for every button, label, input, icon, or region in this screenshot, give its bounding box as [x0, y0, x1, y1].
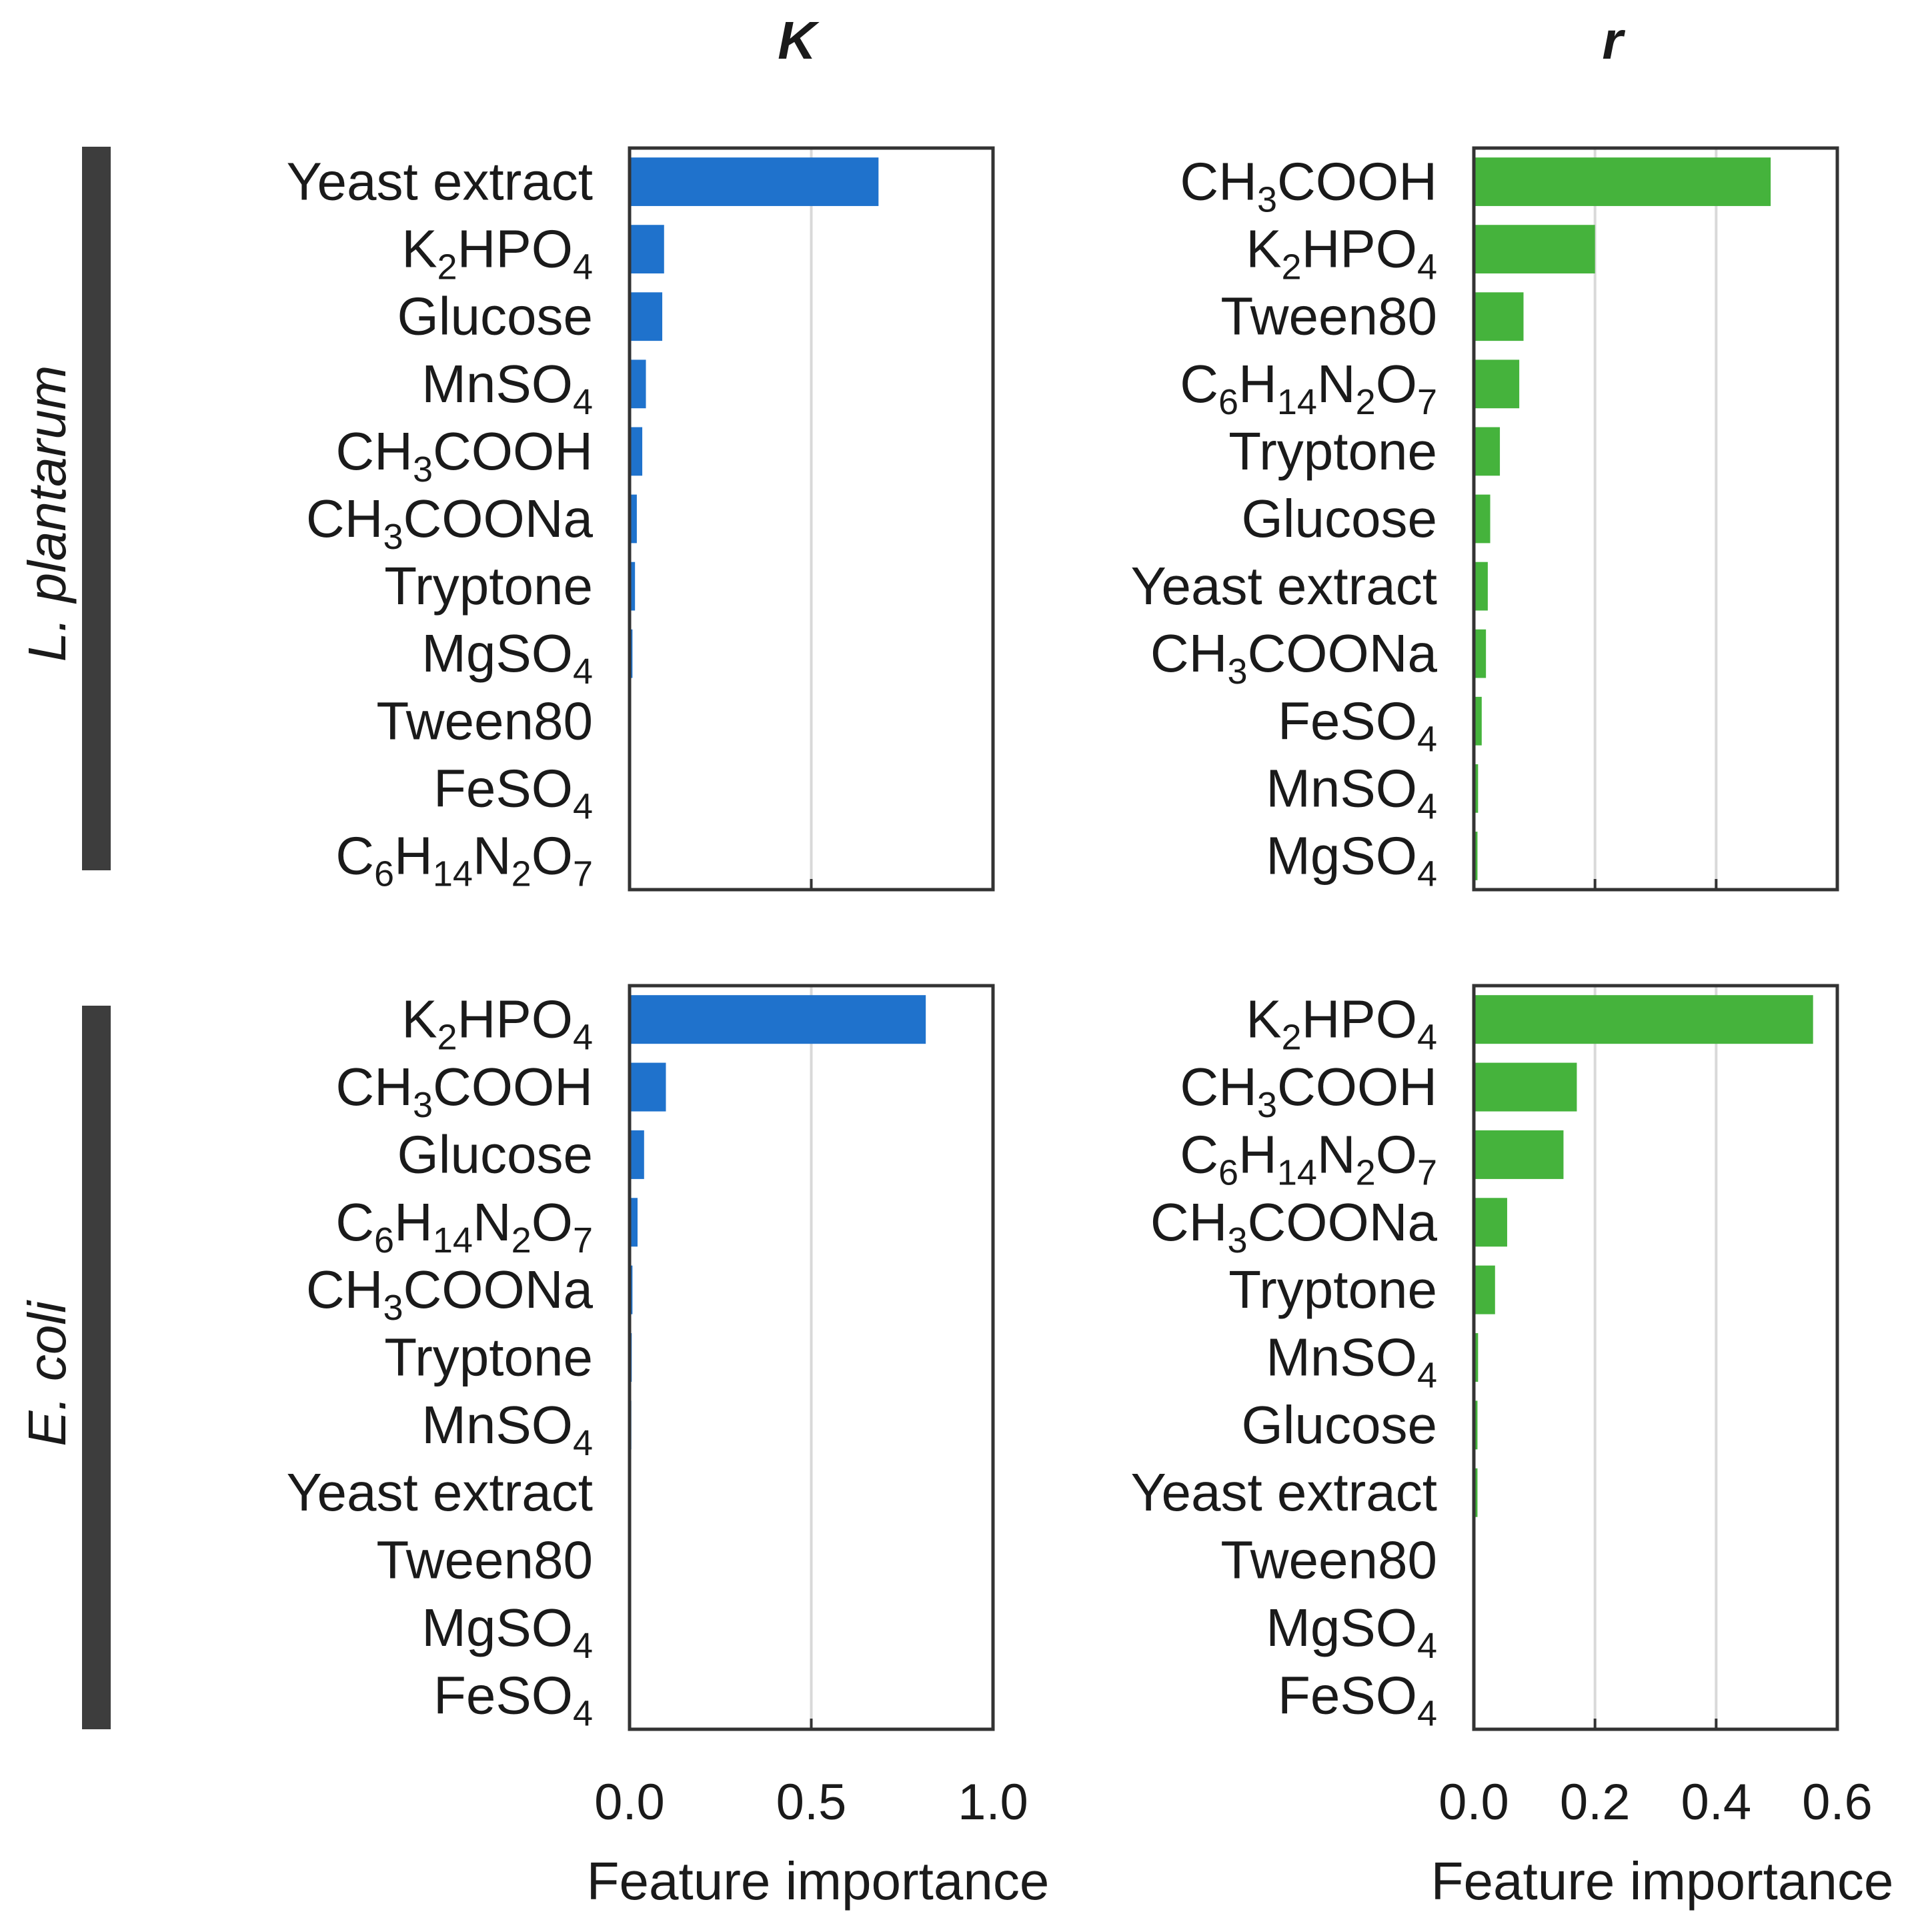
category-label-tween80: Tween80 [1220, 287, 1437, 346]
bar-c6h14n2o7 [1474, 359, 1520, 409]
bar-feso4 [1474, 696, 1482, 746]
category-label-feso4: FeSO4 [433, 1665, 593, 1733]
category-label-glucose: Glucose [397, 287, 593, 346]
category-label-feso4: FeSO4 [433, 758, 593, 826]
category-label-tween80: Tween80 [1220, 1531, 1437, 1590]
category-label-tryptone: Tryptone [384, 556, 593, 616]
category-label-k2hpo4: K2HPO4 [1246, 990, 1437, 1058]
category-label-c6h14n2o7: C6H14N2O7 [335, 1192, 593, 1260]
bar-k2hpo4 [630, 225, 664, 274]
x-axis-label: Feature importance [587, 1851, 1050, 1911]
category-label-yeast-extract: Yeast extract [286, 152, 593, 211]
column-title-k: K [778, 11, 820, 70]
bar-glucose [630, 1130, 644, 1179]
bar-k2hpo4 [1474, 225, 1595, 274]
bar-ch3cooh [630, 1062, 666, 1112]
bar-k2hpo4 [1474, 995, 1813, 1044]
tick-label: 0.6 [1802, 1774, 1873, 1831]
tick-label: 0.0 [1438, 1774, 1509, 1831]
bar-c6h14n2o7 [630, 1198, 638, 1247]
x-axis-label: Feature importance [1431, 1851, 1894, 1911]
bar-tryptone [1474, 427, 1501, 476]
row-bar-e-coli [82, 1006, 111, 1729]
category-label-ch3cooh: CH3COOH [1180, 152, 1437, 220]
category-label-feso4: FeSO4 [1278, 691, 1437, 759]
bar-c6h14n2o7 [1474, 1130, 1564, 1179]
bar-tryptone [1474, 1265, 1495, 1314]
category-label-k2hpo4: K2HPO4 [401, 990, 593, 1058]
bar-glucose [630, 292, 663, 341]
bar-mnso4 [1474, 764, 1479, 813]
bar-mgso4 [1474, 832, 1478, 880]
bar-tryptone [630, 562, 636, 611]
row-bar-l-plantarum [82, 147, 111, 870]
bar-yeast-extract [1474, 1468, 1478, 1517]
plot-frame [1472, 984, 1839, 1731]
category-label-ch3coona: CH3COONa [306, 489, 594, 557]
bar-glucose [1474, 494, 1491, 544]
category-label-yeast-extract: Yeast extract [1130, 556, 1437, 616]
category-label-mnso4: MnSO4 [421, 1395, 593, 1463]
row-label-e-coli: E. coli [17, 1300, 77, 1447]
category-label-c6h14n2o7: C6H14N2O7 [1180, 1124, 1437, 1192]
category-label-ch3cooh: CH3COOH [335, 421, 593, 490]
category-label-k2hpo4: K2HPO4 [401, 219, 593, 287]
bar-ch3cooh [630, 427, 643, 476]
column-title-r: r [1602, 11, 1625, 70]
tick-label: 0.4 [1681, 1774, 1752, 1831]
tick-label: 0.2 [1560, 1774, 1631, 1831]
tick-label: 1.0 [958, 1774, 1028, 1831]
row-label-l-plantarum: L. plantarum [17, 365, 77, 662]
category-label-mnso4: MnSO4 [421, 354, 593, 422]
category-label-ch3coona: CH3COONa [306, 1260, 594, 1328]
category-label-tryptone: Tryptone [1228, 421, 1437, 481]
category-label-mgso4: MgSO4 [1266, 826, 1437, 894]
category-label-ch3coona: CH3COONa [1150, 1192, 1438, 1260]
category-label-glucose: Glucose [1242, 1395, 1437, 1455]
category-label-tween80: Tween80 [376, 691, 593, 750]
bar-mnso4 [630, 359, 646, 409]
category-label-mnso4: MnSO4 [1266, 758, 1437, 826]
category-label-c6h14n2o7: C6H14N2O7 [1180, 354, 1437, 422]
category-label-k2hpo4: K2HPO4 [1246, 219, 1437, 287]
category-label-glucose: Glucose [1242, 489, 1437, 548]
bar-mnso4 [1474, 1333, 1479, 1382]
category-label-tryptone: Tryptone [384, 1328, 593, 1387]
category-label-yeast-extract: Yeast extract [1130, 1463, 1437, 1522]
category-label-mgso4: MgSO4 [421, 624, 593, 692]
bar-ch3cooh [1474, 157, 1771, 206]
category-label-ch3cooh: CH3COOH [1180, 1057, 1437, 1125]
category-label-yeast-extract: Yeast extract [286, 1463, 593, 1522]
category-label-ch3coona: CH3COONa [1150, 624, 1438, 692]
bar-ch3coona [630, 494, 637, 544]
bar-yeast-extract [1474, 562, 1488, 611]
tick-label: 0.5 [776, 1774, 847, 1831]
bar-ch3cooh [1474, 1062, 1577, 1112]
category-label-mnso4: MnSO4 [1266, 1328, 1437, 1396]
category-label-glucose: Glucose [397, 1124, 593, 1184]
category-label-tryptone: Tryptone [1228, 1260, 1437, 1319]
category-label-mgso4: MgSO4 [1266, 1598, 1437, 1666]
bar-tween80 [1474, 292, 1524, 341]
bar-yeast-extract [630, 157, 879, 206]
tick-label: 0.0 [594, 1774, 665, 1831]
bar-glucose [1474, 1400, 1478, 1450]
category-label-tween80: Tween80 [376, 1531, 593, 1590]
category-label-mgso4: MgSO4 [421, 1598, 593, 1666]
category-label-ch3cooh: CH3COOH [335, 1057, 593, 1125]
category-label-c6h14n2o7: C6H14N2O7 [335, 826, 593, 894]
bar-k2hpo4 [630, 995, 926, 1044]
bar-ch3coona [1474, 629, 1487, 678]
category-label-feso4: FeSO4 [1278, 1665, 1437, 1733]
bar-ch3coona [1474, 1198, 1507, 1247]
plot-frame [1472, 146, 1839, 892]
